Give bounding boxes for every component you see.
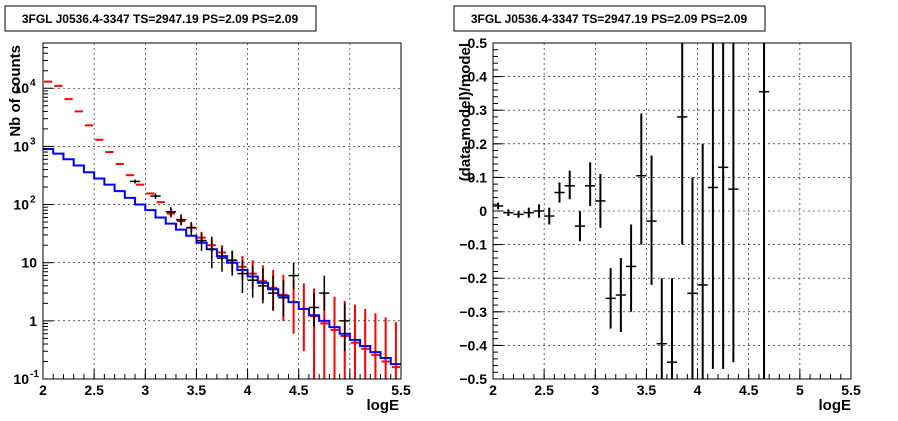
left-x-tick-label: 4.5 [289,382,309,398]
right-x-tick-label: 3.5 [637,382,657,398]
right-x-tick-label: 5.5 [841,382,861,398]
counts-panel: 3FGL J0536.4-3347 TS=2947.19 PS=2.09 PS=… [4,5,411,414]
left-x-tick-label: 5.5 [391,382,411,398]
left-y-tick-exponent: 4 [30,78,36,89]
left-plot-frame [42,42,402,380]
right-x-tick-label: 4.5 [739,382,759,398]
left-y-tick-label: 10 [13,371,29,387]
left-series [43,80,401,379]
right-chart-title: 3FGL J0536.4-3347 TS=2947.19 PS=2.09 PS=… [471,12,748,26]
right-y-tick-label: 0 [479,203,487,219]
right-x-tick-label: 5 [796,382,804,398]
right-y-tick-label: 0.1 [468,169,488,185]
right-title-box [453,5,766,32]
left-x-tick-label: 2.5 [84,382,104,398]
right-y-tick-label: −0.5 [459,371,487,387]
right-y-tick-label: −0.1 [459,237,487,253]
right-y-axis-title: (data-model)/model [457,43,474,181]
left-title-box [4,5,317,32]
right-x-tick-label: 4 [694,382,702,398]
left-grid [43,43,401,379]
left-y-tick-exponent: 2 [30,195,36,206]
left-x-tick-label: 3.5 [187,382,207,398]
left-y-tick-label: 10 [13,197,29,213]
left-y-tick-exponent: -1 [30,369,39,380]
right-y-tick-label: −0.4 [459,337,487,353]
right-y-tick-label: 0.4 [468,69,488,85]
right-ticks: 2 2.5 3 3.5 4 4.5 5 5.5 −0.5 −0.4 −0.3 −0.2 −0.1 0 0.1… [459,35,861,398]
left-y-tick-label: 10 [21,255,37,271]
left-y-tick-label: 1 [29,313,37,329]
right-x-tick-label: 2 [489,382,497,398]
right-y-tick-label: 0.3 [468,102,488,118]
right-x-tick-label: 2.5 [534,382,554,398]
left-y-axis-title: Nb of counts [7,45,24,137]
left-y-tick-label: 10 [13,80,29,96]
right-y-tick-label: 0.5 [468,35,488,51]
right-series [493,43,770,379]
right-grid [493,43,851,379]
left-x-tick-label: 5 [346,382,354,398]
right-x-tick-label: 3 [591,382,599,398]
right-y-tick-label: −0.3 [459,304,487,320]
left-y-tick-exponent: 3 [30,136,36,147]
left-x-tick-label: 3 [141,382,149,398]
residuals-panel: 3FGL J0536.4-3347 TS=2947.19 PS=2.09 PS=… [453,5,861,414]
left-x-tick-label: 2 [39,382,47,398]
right-y-tick-label: −0.2 [459,270,487,286]
left-x-axis-title: logE [367,397,400,414]
left-chart-title: 3FGL J0536.4-3347 TS=2947.19 PS=2.09 PS=… [22,12,299,26]
left-x-tick-label: 4 [244,382,252,398]
right-y-tick-label: 0.2 [468,136,488,152]
right-x-axis-title: logE [819,397,852,414]
left-y-tick-label: 10 [13,138,29,154]
